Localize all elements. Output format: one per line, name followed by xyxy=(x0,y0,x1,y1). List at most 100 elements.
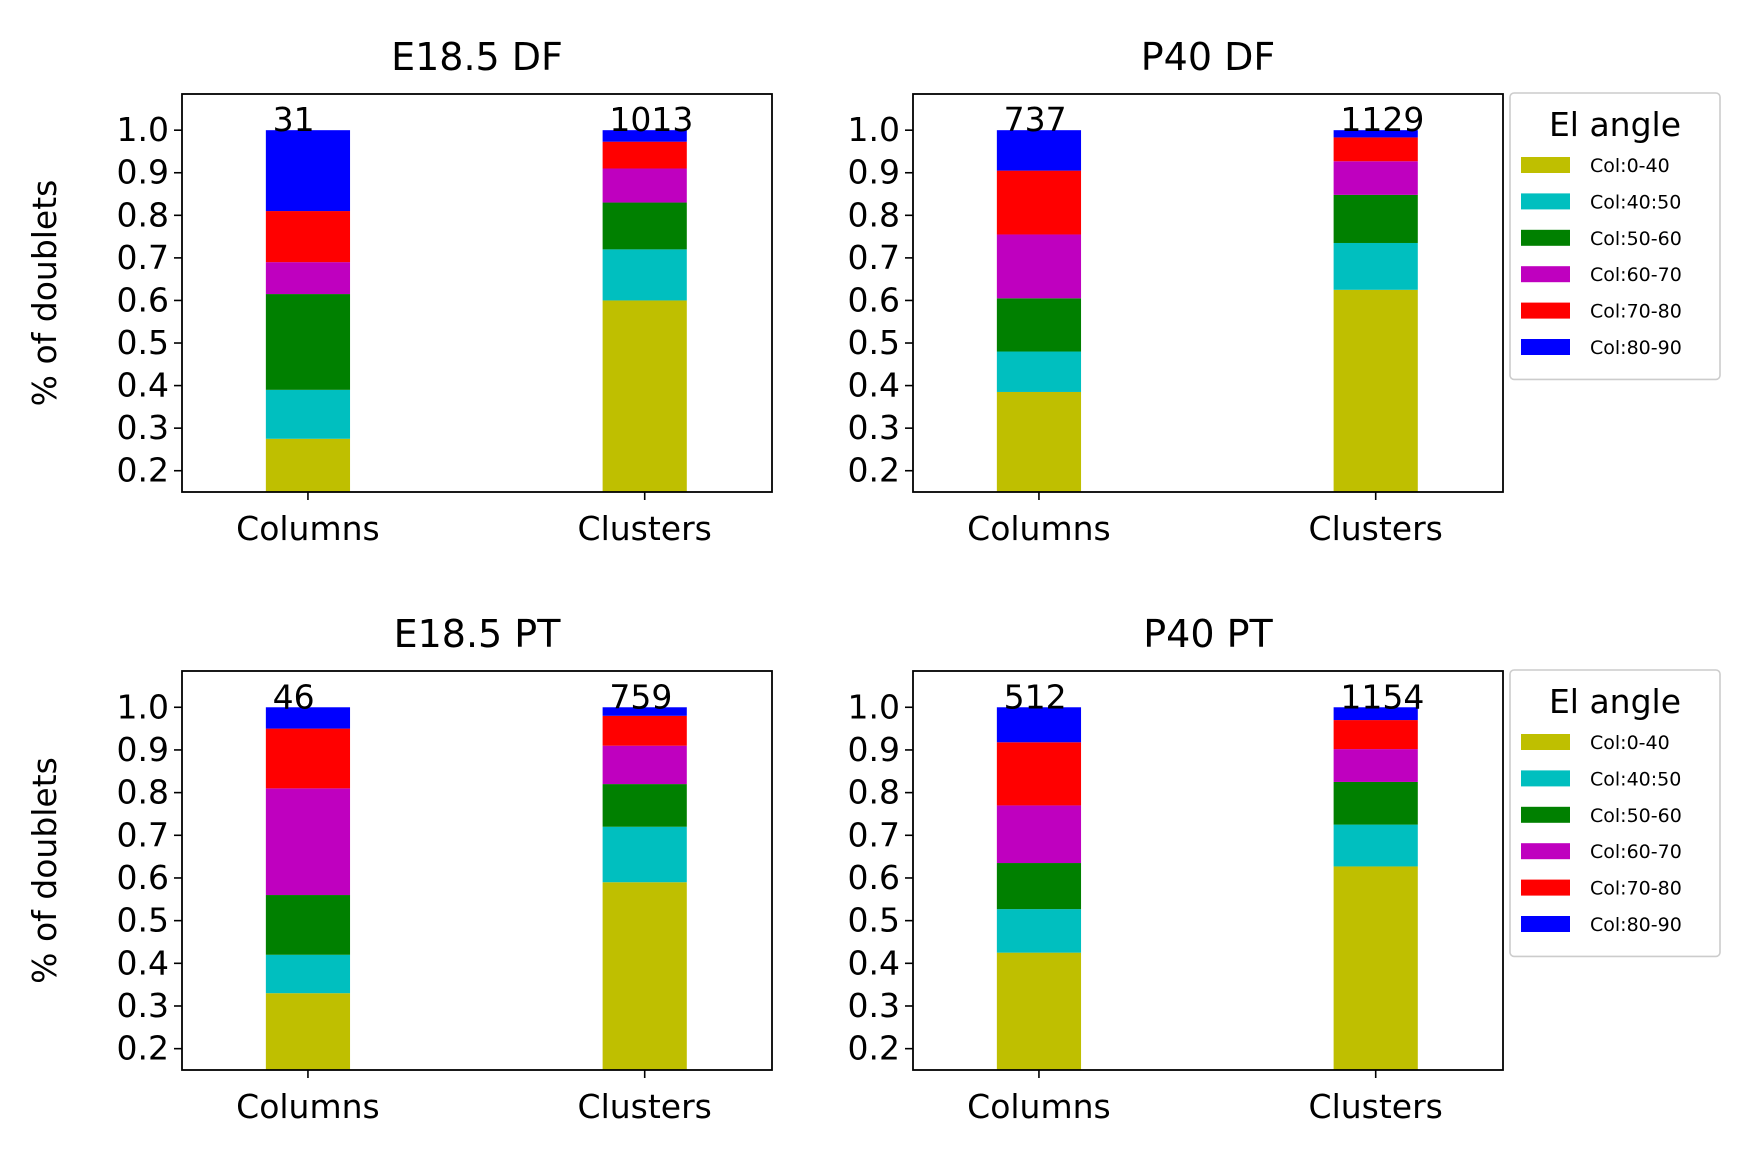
chart-title: E18.5 DF xyxy=(391,35,563,79)
bar-total: 737 xyxy=(1004,100,1067,139)
x-tick-label: Columns xyxy=(236,1087,380,1126)
y-tick-label: 0.5 xyxy=(848,901,900,940)
x-tick-label: Clusters xyxy=(578,1087,712,1126)
legend-title: El angle xyxy=(1549,682,1681,721)
y-tick-label: 0.3 xyxy=(117,408,169,447)
y-tick-label: 1.0 xyxy=(117,110,169,149)
bar-total: 512 xyxy=(1004,677,1067,716)
y-tick-label: 0.9 xyxy=(848,730,900,769)
bar-total: 1129 xyxy=(1340,100,1424,139)
legend-swatch xyxy=(1521,193,1570,210)
bar-segment xyxy=(265,895,351,955)
legend-label: Col:80-90 xyxy=(1590,914,1682,936)
y-tick-label: 1.0 xyxy=(848,687,900,726)
bar-segment xyxy=(1333,130,1418,138)
legend-label: Col:60-70 xyxy=(1590,841,1682,863)
bar-total: 31 xyxy=(273,100,315,139)
y-tick-label: 0.2 xyxy=(117,1029,169,1068)
bar-segment xyxy=(1333,781,1418,825)
x-tick-label: Clusters xyxy=(578,509,712,548)
y-tick-label: 0.7 xyxy=(117,238,169,277)
y-tick-label: 0.6 xyxy=(117,280,169,319)
y-tick-label: 0.2 xyxy=(848,1029,900,1068)
bar-segment xyxy=(996,130,1082,171)
legend-swatch xyxy=(1521,916,1570,932)
bar-segment xyxy=(602,715,687,746)
y-tick-label: 0.3 xyxy=(848,408,900,447)
bar-segment xyxy=(602,882,687,1070)
x-tick-label: Columns xyxy=(967,1087,1111,1126)
bar-segment xyxy=(265,728,351,789)
y-tick-label: 1.0 xyxy=(848,110,900,149)
bar-segment xyxy=(265,438,351,492)
bar-segment xyxy=(265,389,351,439)
x-tick-label: Columns xyxy=(967,509,1111,548)
legend-swatch xyxy=(1521,806,1570,823)
y-tick-label: 0.2 xyxy=(117,451,169,490)
bar-segment xyxy=(602,202,687,250)
bar-segment xyxy=(602,130,687,142)
bar-segment xyxy=(996,863,1082,910)
y-tick-label: 0.6 xyxy=(117,858,169,897)
x-tick-label: Clusters xyxy=(1309,1087,1443,1126)
legend-label: Col:50-60 xyxy=(1590,228,1682,250)
y-axis-label: % of doublets xyxy=(25,757,64,984)
bar-segment xyxy=(996,298,1082,352)
legend-swatch xyxy=(1521,266,1570,283)
bar-segment xyxy=(1333,194,1418,243)
chart-title: E18.5 PT xyxy=(394,612,562,656)
y-tick-label: 0.5 xyxy=(117,901,169,940)
y-tick-label: 0.8 xyxy=(117,195,169,234)
y-tick-label: 0.7 xyxy=(848,815,900,854)
bar-total: 1013 xyxy=(609,100,693,139)
bar-segment xyxy=(265,954,351,994)
bar-segment xyxy=(996,952,1082,1070)
legend-label: Col:40:50 xyxy=(1590,191,1681,213)
legend-label: Col:70-80 xyxy=(1590,878,1682,900)
bar-segment xyxy=(996,707,1082,743)
bar-segment xyxy=(602,745,687,785)
legend-swatch xyxy=(1521,157,1570,173)
x-tick-label: Clusters xyxy=(1309,509,1443,548)
y-tick-label: 0.8 xyxy=(117,773,169,812)
y-tick-label: 0.3 xyxy=(848,986,900,1025)
legend-label: Col:70-80 xyxy=(1590,301,1682,323)
legend-swatch xyxy=(1521,843,1570,860)
bar-segment xyxy=(602,141,687,169)
bar-segment xyxy=(1333,137,1418,162)
legend-swatch xyxy=(1521,229,1570,246)
y-tick-label: 0.7 xyxy=(848,238,900,277)
bar-segment xyxy=(265,262,351,295)
legend-swatch xyxy=(1521,339,1570,355)
axes-frame xyxy=(912,670,1504,1071)
y-tick-label: 0.8 xyxy=(848,773,900,812)
bar-segment xyxy=(996,805,1082,864)
bar-segment xyxy=(996,391,1082,492)
legend-label: Col:0-40 xyxy=(1590,732,1670,754)
y-axis-label: % of doublets xyxy=(25,180,64,407)
bar-segment xyxy=(996,909,1082,953)
bar-segment xyxy=(996,351,1082,392)
bar-segment xyxy=(265,993,351,1070)
axes-frame xyxy=(181,93,773,493)
y-tick-label: 0.8 xyxy=(848,195,900,234)
bar-total: 46 xyxy=(273,677,315,716)
legend-swatch xyxy=(1521,734,1570,750)
y-tick-label: 0.7 xyxy=(117,815,169,854)
legend-label: Col:50-60 xyxy=(1590,805,1682,827)
bar-segment xyxy=(996,170,1082,235)
y-tick-label: 0.4 xyxy=(848,366,900,405)
y-tick-label: 0.2 xyxy=(848,451,900,490)
y-tick-label: 1.0 xyxy=(117,687,169,726)
y-tick-label: 0.4 xyxy=(848,943,900,982)
bar-segment xyxy=(1333,161,1418,195)
axes-frame xyxy=(912,93,1504,493)
y-tick-label: 0.6 xyxy=(848,280,900,319)
bar-segment xyxy=(1333,707,1418,721)
bar-segment xyxy=(602,826,687,883)
bar-segment xyxy=(1333,824,1418,867)
bar-segment xyxy=(996,742,1082,806)
bar-segment xyxy=(1333,242,1418,290)
bar-segment xyxy=(265,294,351,390)
